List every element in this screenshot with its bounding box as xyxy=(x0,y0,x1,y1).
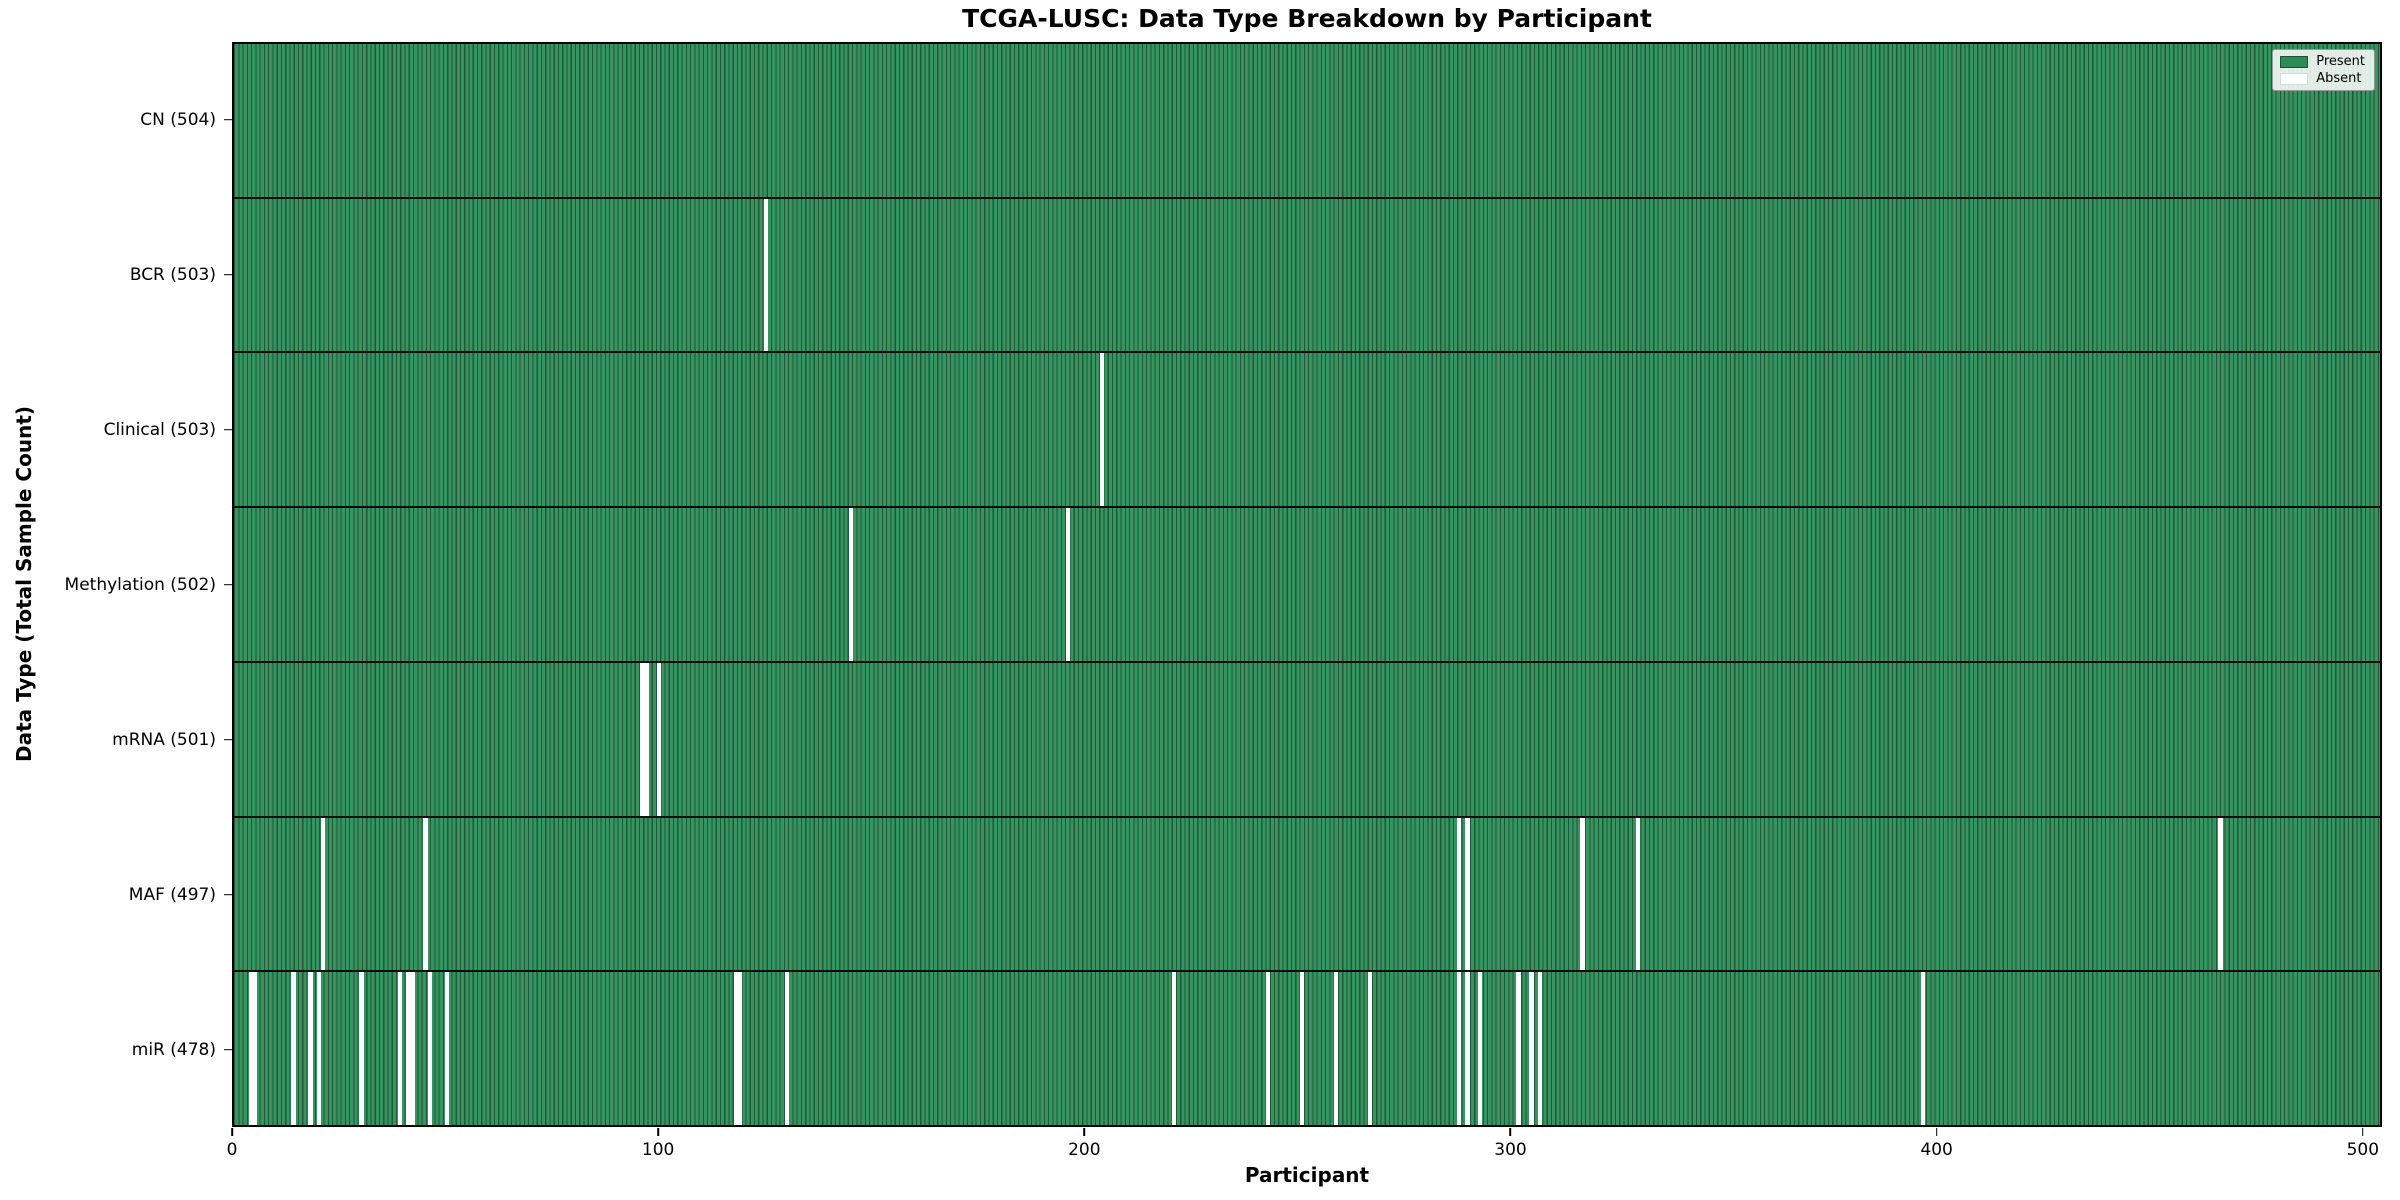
legend-item-absent: Absent xyxy=(2280,72,2365,85)
y-tick-Clinical: Clinical (503) xyxy=(103,419,216,440)
y-tick-BCR: BCR (503) xyxy=(129,264,216,285)
absent-gap xyxy=(316,972,322,1126)
y-tick-miR: miR (478) xyxy=(131,1039,216,1060)
absent-gap xyxy=(248,972,254,1126)
heatmap-row-BCR xyxy=(234,198,2380,354)
y-tick-mark xyxy=(224,273,232,276)
absent-gap xyxy=(1099,353,1104,507)
absent-gap xyxy=(1265,972,1270,1126)
absent-gap xyxy=(427,972,432,1126)
absent-gap xyxy=(784,972,790,1126)
x-tick-100: 100 xyxy=(641,1140,675,1160)
x-tick-mark xyxy=(1509,1128,1512,1136)
absent-gap xyxy=(406,972,411,1126)
absent-gap xyxy=(1529,972,1534,1126)
x-tick-labels: 0 100 200 300 400 500 xyxy=(227,1128,2382,1172)
heatmap-row-miR xyxy=(234,972,2380,1126)
x-tick-0: 0 xyxy=(226,1140,238,1160)
absent-gap xyxy=(1537,972,1542,1126)
x-tick-mark xyxy=(1083,1128,1086,1136)
x-tick-mark xyxy=(1935,1128,1938,1136)
absent-gap xyxy=(410,972,415,1126)
absent-gap xyxy=(253,972,258,1126)
absent-gap xyxy=(291,972,296,1126)
absent-gap xyxy=(733,972,739,1126)
absent-gap xyxy=(763,198,768,352)
absent-gap xyxy=(1516,972,1521,1126)
absent-gap xyxy=(1920,972,1925,1126)
y-tick-mark xyxy=(224,428,232,431)
y-tick-mark xyxy=(224,118,232,121)
absent-gap xyxy=(1065,508,1070,661)
legend: Present Absent xyxy=(2272,49,2375,91)
y-tick-mark xyxy=(224,1048,232,1051)
absent-gap xyxy=(657,662,662,816)
x-tick-mark xyxy=(2362,1128,2364,1136)
absent-gap xyxy=(738,972,743,1126)
y-tick-labels: CN (504) BCR (503) Clinical (503) Methylati… xyxy=(0,42,232,1127)
y-tick-CN: CN (504) xyxy=(140,109,216,130)
absent-gap xyxy=(397,972,403,1126)
heatmap-row-Clinical xyxy=(234,353,2380,509)
x-tick-400: 400 xyxy=(1920,1140,1953,1160)
absent-gap xyxy=(423,817,428,971)
absent-gap xyxy=(644,662,649,816)
absent-gap xyxy=(1465,817,1470,971)
absent-gap xyxy=(2218,817,2223,971)
y-tick-Methylation: Methylation (502) xyxy=(64,574,216,595)
absent-gap xyxy=(1456,972,1462,1126)
absent-gap xyxy=(308,972,313,1126)
chart-title: TCGA-LUSC: Data Type Breakdown by Partic… xyxy=(962,4,1652,33)
x-axis-label: Participant xyxy=(1244,1163,1370,1187)
absent-gap xyxy=(640,662,645,816)
absent-gap xyxy=(1580,817,1585,971)
absent-gap xyxy=(1299,972,1304,1126)
x-tick-500: 500 xyxy=(2346,1140,2380,1160)
absent-gap xyxy=(1333,972,1338,1126)
absent-gap xyxy=(1635,817,1640,971)
legend-present-label: Present xyxy=(2316,54,2365,69)
absent-gap xyxy=(1456,817,1462,971)
y-tick-mark xyxy=(224,583,232,586)
heatmap-row-Methylation xyxy=(234,508,2380,663)
absent-gap xyxy=(1478,972,1483,1126)
absent-gap xyxy=(848,508,853,661)
y-tick-mark xyxy=(224,738,232,741)
x-tick-200: 200 xyxy=(1068,1140,1101,1160)
x-tick-mark xyxy=(657,1128,659,1136)
x-tick-300: 300 xyxy=(1494,1140,1527,1160)
legend-absent-label: Absent xyxy=(2316,71,2362,86)
absent-gap xyxy=(1465,972,1470,1126)
plot-area: Present Absent xyxy=(232,42,2382,1127)
absent-gap xyxy=(1367,972,1372,1126)
y-tick-mark xyxy=(224,893,232,896)
absent-swatch-icon xyxy=(2280,72,2309,85)
present-swatch-icon xyxy=(2280,55,2309,68)
absent-gap xyxy=(1171,972,1177,1126)
absent-gap xyxy=(321,817,326,971)
x-tick-mark xyxy=(231,1128,233,1136)
absent-gap xyxy=(359,972,364,1126)
heatmap-row-CN xyxy=(234,44,2380,199)
heatmap-row-MAF xyxy=(234,817,2380,973)
absent-gap xyxy=(444,972,449,1126)
y-tick-MAF: MAF (497) xyxy=(128,884,216,905)
heatmap-row-mRNA xyxy=(234,662,2380,818)
legend-item-present: Present xyxy=(2280,55,2365,68)
y-tick-mRNA: mRNA (501) xyxy=(112,729,216,750)
